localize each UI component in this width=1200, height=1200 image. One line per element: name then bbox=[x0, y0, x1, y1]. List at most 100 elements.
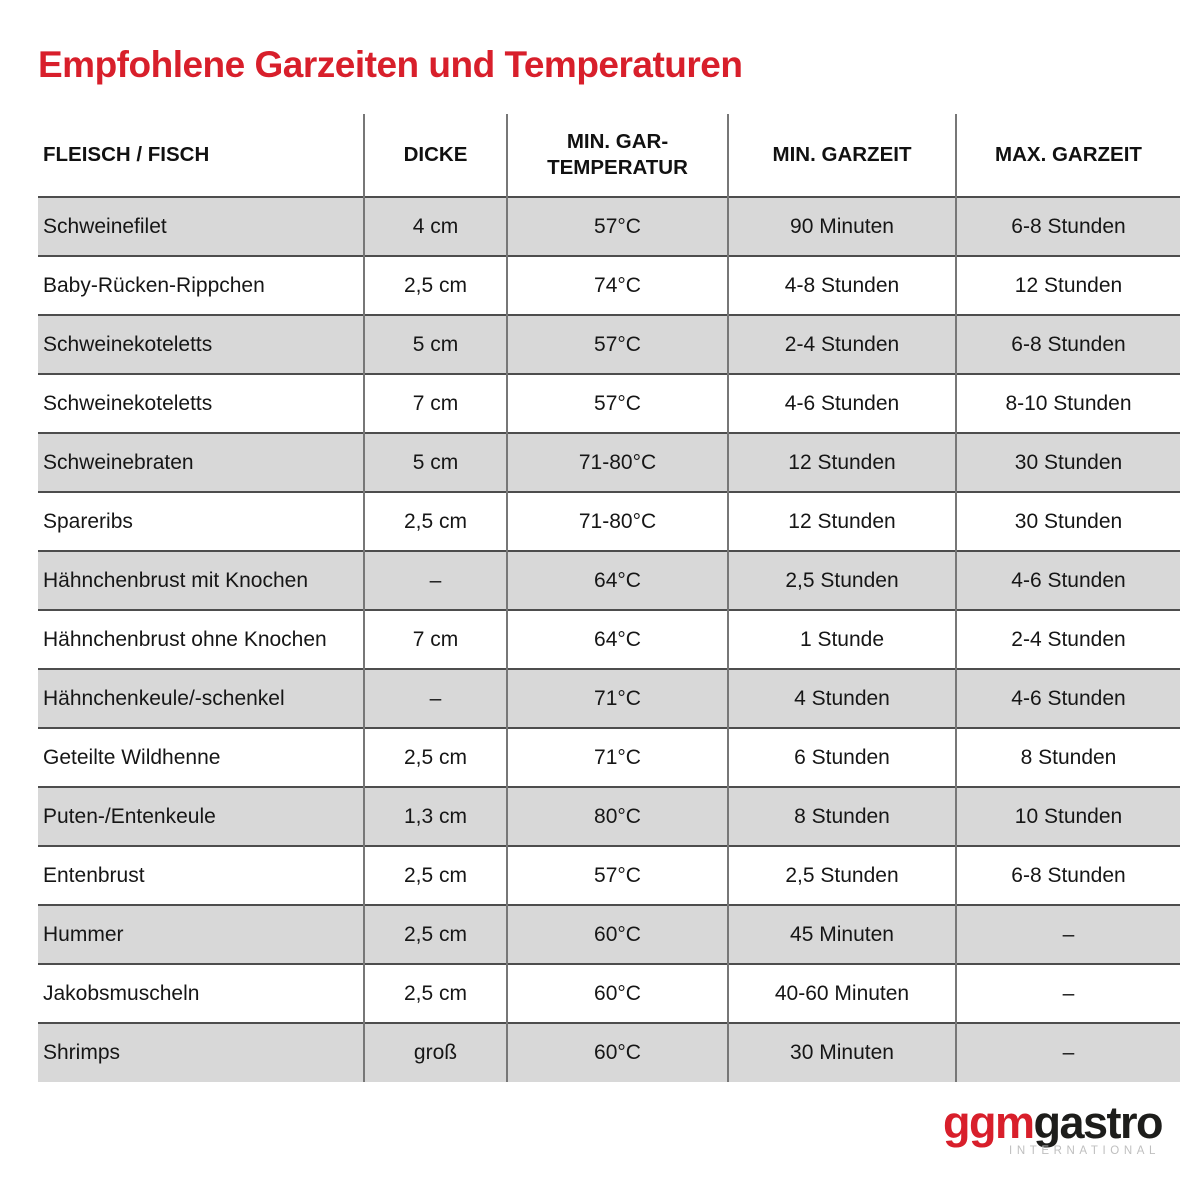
table-cell: 90 Minuten bbox=[727, 197, 956, 256]
table-cell: Schweinefilet bbox=[43, 214, 167, 238]
header-row: FLEISCH / FISCH DICKE MIN. GAR- TEMPERAT… bbox=[38, 114, 1180, 197]
table-cell: 10 Stunden bbox=[955, 787, 1180, 846]
table-cell: groß bbox=[363, 1023, 507, 1082]
table-cell: 4-8 Stunden bbox=[727, 256, 956, 315]
table-cell: 2-4 Stunden bbox=[727, 315, 956, 374]
table-row: Shrimps groß 60°C 30 Minuten – bbox=[38, 1023, 1180, 1082]
table-cell: Jakobsmuscheln bbox=[43, 981, 200, 1005]
logo-ggm: ggm bbox=[942, 1097, 1035, 1148]
table-cell: 6-8 Stunden bbox=[955, 197, 1180, 256]
table-cell: 57°C bbox=[506, 374, 728, 433]
table-row: Geteilte Wildhenne 2,5 cm 71°C 6 Stunden… bbox=[38, 728, 1180, 787]
table-cell: 57°C bbox=[506, 315, 728, 374]
table-row: Hähnchenkeule/-schenkel – 71°C 4 Stunden… bbox=[38, 669, 1180, 728]
table-cell: 7 cm bbox=[363, 374, 507, 433]
table-cell: 2,5 cm bbox=[363, 256, 507, 315]
column-header-dicke: DICKE bbox=[363, 114, 507, 197]
table-cell: 2,5 cm bbox=[363, 728, 507, 787]
table-cell: 4-6 Stunden bbox=[955, 669, 1180, 728]
table-row: Hähnchenbrust ohne Knochen 7 cm 64°C 1 S… bbox=[38, 610, 1180, 669]
table-cell: 5 cm bbox=[363, 315, 507, 374]
table-cell: 4 cm bbox=[363, 197, 507, 256]
table-cell: 4 Stunden bbox=[727, 669, 956, 728]
table-body: Schweinefilet 4 cm 57°C 90 Minuten 6-8 S… bbox=[38, 197, 1180, 1082]
cooking-times-table: FLEISCH / FISCH DICKE MIN. GAR- TEMPERAT… bbox=[38, 114, 1180, 1082]
table-cell: 71°C bbox=[506, 728, 728, 787]
table-cell: Schweinekoteletts bbox=[43, 332, 213, 356]
table-row: Puten-/Entenkeule 1,3 cm 80°C 8 Stunden … bbox=[38, 787, 1180, 846]
logo-subtitle: INTERNATIONAL bbox=[1009, 1145, 1160, 1157]
table-cell: 71-80°C bbox=[506, 492, 728, 551]
table-cell: Geteilte Wildhenne bbox=[43, 745, 221, 769]
table-cell: 6 Stunden bbox=[727, 728, 956, 787]
table-cell: 7 cm bbox=[363, 610, 507, 669]
table-cell: Hummer bbox=[43, 922, 124, 946]
table-cell: 40-60 Minuten bbox=[727, 964, 956, 1023]
table-cell: 60°C bbox=[506, 1023, 728, 1082]
table-cell: Hähnchenkeule/-schenkel bbox=[43, 686, 285, 710]
table-cell: 12 Stunden bbox=[727, 492, 956, 551]
table-cell: 2,5 Stunden bbox=[727, 551, 956, 610]
table-cell: – bbox=[955, 1023, 1180, 1082]
table-row: Entenbrust 2,5 cm 57°C 2,5 Stunden 6-8 S… bbox=[38, 846, 1180, 905]
logo-wordmark: ggmgastro bbox=[942, 1097, 1164, 1148]
table-row: Baby-Rücken-Rippchen 2,5 cm 74°C 4-8 Stu… bbox=[38, 256, 1180, 315]
table-cell: 57°C bbox=[506, 197, 728, 256]
table-cell: 5 cm bbox=[363, 433, 507, 492]
table-header: FLEISCH / FISCH DICKE MIN. GAR- TEMPERAT… bbox=[38, 114, 1180, 197]
table-row: Schweinefilet 4 cm 57°C 90 Minuten 6-8 S… bbox=[38, 197, 1180, 256]
table-cell: 2,5 cm bbox=[363, 846, 507, 905]
table-cell: 45 Minuten bbox=[727, 905, 956, 964]
column-header-max-garzeit: MAX. GARZEIT bbox=[955, 114, 1180, 197]
table-cell: Schweinekoteletts bbox=[43, 391, 213, 415]
table-cell: 71-80°C bbox=[506, 433, 728, 492]
table-row: Jakobsmuscheln 2,5 cm 60°C 40-60 Minuten… bbox=[38, 964, 1180, 1023]
table-cell: 2,5 cm bbox=[363, 964, 507, 1023]
table-row: Schweinekoteletts 7 cm 57°C 4-6 Stunden … bbox=[38, 374, 1180, 433]
page-title: Empfohlene Garzeiten und Temperaturen bbox=[38, 44, 743, 85]
table-cell: 2,5 Stunden bbox=[727, 846, 956, 905]
table-cell: – bbox=[955, 905, 1180, 964]
logo-gastro: gastro bbox=[1033, 1097, 1163, 1148]
table-cell: 57°C bbox=[506, 846, 728, 905]
table-cell: 30 Stunden bbox=[955, 433, 1180, 492]
column-header-fleisch-fisch: FLEISCH / FISCH bbox=[43, 143, 210, 167]
table-row: Schweinekoteletts 5 cm 57°C 2-4 Stunden … bbox=[38, 315, 1180, 374]
table-cell: 6-8 Stunden bbox=[955, 315, 1180, 374]
table-cell: 80°C bbox=[506, 787, 728, 846]
table-cell: 1,3 cm bbox=[363, 787, 507, 846]
column-header-min-gartemperatur: MIN. GAR- TEMPERATUR bbox=[506, 114, 728, 197]
table-cell: 4-6 Stunden bbox=[955, 551, 1180, 610]
table-cell: 8 Stunden bbox=[955, 728, 1180, 787]
table-cell: Hähnchenbrust ohne Knochen bbox=[43, 627, 327, 651]
table-cell: 6-8 Stunden bbox=[955, 846, 1180, 905]
table-cell: Shrimps bbox=[43, 1041, 121, 1064]
table-cell: 4-6 Stunden bbox=[727, 374, 956, 433]
table-cell: Puten-/Entenkeule bbox=[43, 804, 216, 828]
table-cell: Spareribs bbox=[43, 509, 133, 533]
table-row: Hummer 2,5 cm 60°C 45 Minuten – bbox=[38, 905, 1180, 964]
table-cell: 2,5 cm bbox=[363, 492, 507, 551]
table-cell: 64°C bbox=[506, 610, 728, 669]
table-row: Schweinebraten 5 cm 71-80°C 12 Stunden 3… bbox=[38, 433, 1180, 492]
table-cell: Baby-Rücken-Rippchen bbox=[43, 273, 265, 297]
table-cell: Hähnchenbrust mit Knochen bbox=[43, 568, 308, 592]
table-cell: – bbox=[363, 669, 507, 728]
table-cell: 8 Stunden bbox=[727, 787, 956, 846]
table-cell: 12 Stunden bbox=[727, 433, 956, 492]
table-cell: 74°C bbox=[506, 256, 728, 315]
table-cell: – bbox=[955, 964, 1180, 1023]
page: Empfohlene Garzeiten und Temperaturen FL… bbox=[38, 44, 1180, 1082]
table-cell: 1 Stunde bbox=[727, 610, 956, 669]
table-cell: 2,5 cm bbox=[363, 905, 507, 964]
table-cell: Schweinebraten bbox=[43, 450, 194, 474]
table-cell: 12 Stunden bbox=[955, 256, 1180, 315]
table-cell: 8-10 Stunden bbox=[955, 374, 1180, 433]
table-row: Hähnchenbrust mit Knochen – 64°C 2,5 Stu… bbox=[38, 551, 1180, 610]
table-cell: 30 Minuten bbox=[727, 1023, 956, 1082]
table-cell: 64°C bbox=[506, 551, 728, 610]
table-cell: 71°C bbox=[506, 669, 728, 728]
table-cell: 2-4 Stunden bbox=[955, 610, 1180, 669]
table-cell: Entenbrust bbox=[43, 863, 145, 887]
table-cell: 60°C bbox=[506, 964, 728, 1023]
